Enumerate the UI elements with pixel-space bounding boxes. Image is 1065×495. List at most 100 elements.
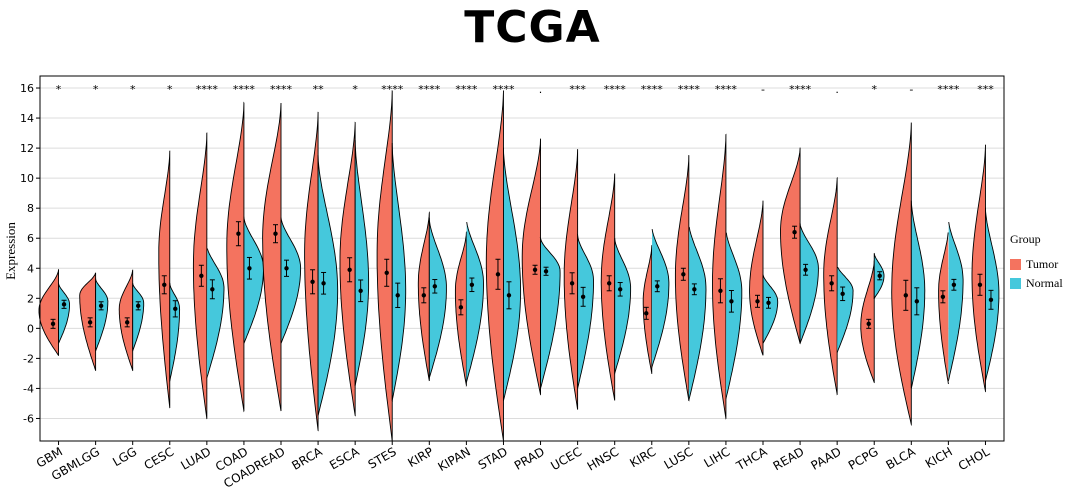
violin-normal [428,217,447,380]
violin-normal [317,154,339,417]
violin-tumor [79,272,97,371]
violin-normal [985,207,1000,382]
violin-normal [614,238,632,375]
legend-item-tumor: Tumor [1010,255,1063,274]
violin-normal [576,233,594,389]
mean-point-normal [210,287,215,292]
significance-label: **** [233,83,256,96]
mean-point-normal [321,281,326,286]
mean-point-tumor [162,282,167,287]
mean-point-normal [506,293,512,298]
mean-point-tumor [606,281,612,286]
violin-tumor [118,269,134,372]
violin-tumor [38,268,59,356]
y-tick-label: -4 [23,382,34,395]
mean-point-normal [98,303,104,309]
significance-label: **** [641,83,664,96]
violin-tumor [674,155,690,402]
x-tick-label: THCA [733,444,770,473]
mean-point-tumor [977,282,983,287]
mean-point-tumor [940,294,946,300]
mean-point-normal [358,288,363,293]
mean-point-normal [617,287,623,292]
x-tick-label: LGG [110,444,139,469]
y-tick-label: -2 [23,352,34,365]
violin-tumor [780,147,801,344]
mean-point-normal [692,287,697,292]
significance-label: . [539,83,543,96]
violin-normal [95,277,109,352]
violin-tumor [521,138,541,396]
legend-label-tumor: Tumor [1026,257,1059,271]
violin-tumor [262,102,282,412]
significance-label: - [909,83,913,96]
y-tick-label: 10 [20,172,34,185]
significance-label: - [761,83,765,96]
mean-point-tumor [755,299,760,304]
violin-normal [280,217,302,344]
violin-tumor [749,200,764,356]
significance-label: **** [455,83,478,96]
significance-label: **** [418,83,441,96]
plot-frame [39,75,1005,442]
x-tick-label: PCPG [846,444,881,472]
significance-label: **** [937,83,960,96]
y-tick-label: 6 [27,232,34,245]
violin-tumor [860,259,875,384]
mean-point-normal [951,282,957,287]
violin-tumor [823,177,838,396]
y-tick-label: 8 [27,202,34,215]
mean-point-tumor [569,281,575,286]
mean-point-normal [432,284,438,289]
significance-label: **** [678,83,701,96]
significance-label: **** [492,83,515,96]
y-tick-label: 14 [20,112,34,125]
violin-tumor [938,232,949,385]
violin-normal [206,248,225,379]
legend-swatch-tumor [1010,259,1021,270]
mean-point-normal [173,306,178,312]
violin-tumor [891,122,912,427]
violin-normal [725,232,743,400]
significance-label: **** [715,83,738,96]
chart-title: TCGA [464,2,601,53]
y-tick-label: 4 [27,262,34,275]
mean-point-normal [840,291,845,296]
mean-point-tumor [124,320,130,325]
violin-tumor [600,173,616,401]
mean-point-normal [988,297,994,303]
violin-normal [910,200,926,389]
mean-point-normal [135,303,141,309]
violin-normal [354,140,370,387]
significance-label: **** [381,83,404,96]
violin-tumor [304,111,319,432]
violin-normal [391,143,407,402]
x-tick-label: READ [771,444,807,473]
mean-point-tumor [273,231,278,236]
x-tick-label: LUSC [662,444,696,472]
mean-point-tumor [903,293,909,298]
violin-normal [503,147,522,402]
mean-point-tumor [532,267,538,272]
legend-label-normal: Normal [1026,276,1063,290]
mean-point-tumor [50,321,56,327]
legend-swatch-normal [1010,278,1021,289]
y-tick-label: 16 [20,82,34,95]
x-tick-label: BRCA [289,444,325,473]
mean-point-normal [729,299,734,304]
y-tick-label: 12 [20,142,34,155]
significance-label: * [871,83,877,96]
significance-label: ** [313,83,325,96]
mean-point-normal [61,302,67,307]
violin-normal [799,222,819,345]
violin-tumor [642,244,653,374]
violin-tumor [563,149,579,410]
mean-point-tumor [829,281,834,286]
legend-title: Group [1010,232,1041,246]
violin-tumor [971,144,986,393]
significance-label: * [130,83,136,96]
significance-label: * [56,83,62,96]
mean-point-tumor [236,231,241,236]
mean-point-tumor [718,288,723,293]
